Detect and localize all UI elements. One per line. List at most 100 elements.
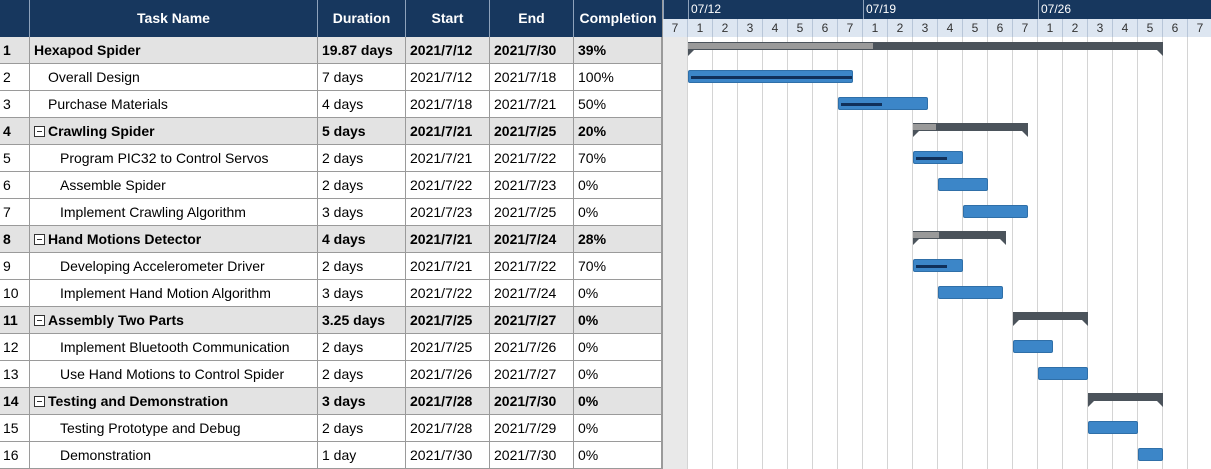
- header-start[interactable]: Start: [406, 0, 490, 37]
- task-bar[interactable]: [1038, 367, 1088, 380]
- task-name-cell[interactable]: Program PIC32 to Control Servos: [30, 145, 318, 171]
- start-cell[interactable]: 2021/7/21: [406, 226, 490, 252]
- summary-bar[interactable]: [913, 231, 1006, 245]
- completion-cell[interactable]: 70%: [574, 145, 662, 171]
- table-row[interactable]: 3 Purchase Materials 4 days 2021/7/18 2021/7…: [0, 91, 662, 118]
- task-name-cell[interactable]: Developing Accelerometer Driver: [30, 253, 318, 279]
- duration-cell[interactable]: 2 days: [318, 145, 406, 171]
- completion-cell[interactable]: 0%: [574, 172, 662, 198]
- task-name-cell[interactable]: Demonstration: [30, 442, 318, 468]
- end-cell[interactable]: 2021/7/27: [490, 307, 574, 333]
- task-bar[interactable]: [838, 97, 928, 110]
- start-cell[interactable]: 2021/7/26: [406, 361, 490, 387]
- start-cell[interactable]: 2021/7/28: [406, 415, 490, 441]
- start-cell[interactable]: 2021/7/21: [406, 253, 490, 279]
- completion-cell[interactable]: 39%: [574, 37, 662, 63]
- table-row[interactable]: 8 Hand Motions Detector 4 days 2021/7/21 202…: [0, 226, 662, 253]
- start-cell[interactable]: 2021/7/22: [406, 172, 490, 198]
- start-cell[interactable]: 2021/7/21: [406, 145, 490, 171]
- task-name-cell[interactable]: Testing and Demonstration: [30, 388, 318, 414]
- start-cell[interactable]: 2021/7/28: [406, 388, 490, 414]
- end-cell[interactable]: 2021/7/25: [490, 118, 574, 144]
- start-cell[interactable]: 2021/7/23: [406, 199, 490, 225]
- completion-cell[interactable]: 0%: [574, 415, 662, 441]
- table-row[interactable]: 11 Assembly Two Parts 3.25 days 2021/7/25 20…: [0, 307, 662, 334]
- completion-cell[interactable]: 20%: [574, 118, 662, 144]
- task-bar[interactable]: [688, 70, 853, 83]
- task-name-cell[interactable]: Use Hand Motions to Control Spider: [30, 361, 318, 387]
- table-row[interactable]: 7 Implement Crawling Algorithm 3 days 2021/…: [0, 199, 662, 226]
- duration-cell[interactable]: 2 days: [318, 334, 406, 360]
- duration-cell[interactable]: 1 day: [318, 442, 406, 468]
- task-bar[interactable]: [913, 151, 963, 164]
- end-cell[interactable]: 2021/7/22: [490, 253, 574, 279]
- table-row[interactable]: 16 Demonstration 1 day 2021/7/30 2021/7/30 0%: [0, 442, 662, 469]
- end-cell[interactable]: 2021/7/27: [490, 361, 574, 387]
- task-name-cell[interactable]: Implement Hand Motion Algorithm: [30, 280, 318, 306]
- header-row-number[interactable]: [0, 0, 30, 37]
- task-name-cell[interactable]: Crawling Spider: [30, 118, 318, 144]
- start-cell[interactable]: 2021/7/21: [406, 118, 490, 144]
- collapse-icon[interactable]: [34, 315, 45, 326]
- completion-cell[interactable]: 0%: [574, 334, 662, 360]
- end-cell[interactable]: 2021/7/26: [490, 334, 574, 360]
- end-cell[interactable]: 2021/7/22: [490, 145, 574, 171]
- summary-bar[interactable]: [1013, 312, 1088, 326]
- start-cell[interactable]: 2021/7/25: [406, 334, 490, 360]
- task-name-cell[interactable]: Hand Motions Detector: [30, 226, 318, 252]
- table-row[interactable]: 6 Assemble Spider 2 days 2021/7/22 2021/7/23…: [0, 172, 662, 199]
- table-row[interactable]: 5 Program PIC32 to Control Servos 2 days 20…: [0, 145, 662, 172]
- end-cell[interactable]: 2021/7/30: [490, 37, 574, 63]
- completion-cell[interactable]: 50%: [574, 91, 662, 117]
- duration-cell[interactable]: 3.25 days: [318, 307, 406, 333]
- duration-cell[interactable]: 3 days: [318, 199, 406, 225]
- task-name-cell[interactable]: Assemble Spider: [30, 172, 318, 198]
- start-cell[interactable]: 2021/7/25: [406, 307, 490, 333]
- duration-cell[interactable]: 2 days: [318, 415, 406, 441]
- table-row[interactable]: 14 Testing and Demonstration 3 days 2021/7/…: [0, 388, 662, 415]
- task-name-cell[interactable]: Hexapod Spider: [30, 37, 318, 63]
- task-bar[interactable]: [938, 286, 1003, 299]
- duration-cell[interactable]: 7 days: [318, 64, 406, 90]
- task-bar[interactable]: [1013, 340, 1053, 353]
- end-cell[interactable]: 2021/7/21: [490, 91, 574, 117]
- duration-cell[interactable]: 3 days: [318, 280, 406, 306]
- end-cell[interactable]: 2021/7/23: [490, 172, 574, 198]
- duration-cell[interactable]: 5 days: [318, 118, 406, 144]
- duration-cell[interactable]: 2 days: [318, 253, 406, 279]
- duration-cell[interactable]: 19.87 days: [318, 37, 406, 63]
- task-name-cell[interactable]: Implement Crawling Algorithm: [30, 199, 318, 225]
- end-cell[interactable]: 2021/7/24: [490, 226, 574, 252]
- completion-cell[interactable]: 0%: [574, 442, 662, 468]
- table-row[interactable]: 15 Testing Prototype and Debug 2 days 2021/…: [0, 415, 662, 442]
- duration-cell[interactable]: 3 days: [318, 388, 406, 414]
- end-cell[interactable]: 2021/7/24: [490, 280, 574, 306]
- duration-cell[interactable]: 2 days: [318, 172, 406, 198]
- table-row[interactable]: 1 Hexapod Spider 19.87 days 2021/7/12 2021/7…: [0, 37, 662, 64]
- completion-cell[interactable]: 0%: [574, 388, 662, 414]
- start-cell[interactable]: 2021/7/30: [406, 442, 490, 468]
- collapse-icon[interactable]: [34, 396, 45, 407]
- header-task-name[interactable]: Task Name: [30, 0, 318, 37]
- task-bar[interactable]: [1088, 421, 1138, 434]
- start-cell[interactable]: 2021/7/12: [406, 64, 490, 90]
- start-cell[interactable]: 2021/7/22: [406, 280, 490, 306]
- table-row[interactable]: 10 Implement Hand Motion Algorithm 3 days 2…: [0, 280, 662, 307]
- task-bar[interactable]: [963, 205, 1028, 218]
- task-bar[interactable]: [938, 178, 988, 191]
- completion-cell[interactable]: 70%: [574, 253, 662, 279]
- task-name-cell[interactable]: Overall Design: [30, 64, 318, 90]
- summary-bar[interactable]: [688, 42, 1163, 56]
- completion-cell[interactable]: 0%: [574, 307, 662, 333]
- end-cell[interactable]: 2021/7/30: [490, 388, 574, 414]
- task-name-cell[interactable]: Assembly Two Parts: [30, 307, 318, 333]
- collapse-icon[interactable]: [34, 126, 45, 137]
- task-name-cell[interactable]: Implement Bluetooth Communication: [30, 334, 318, 360]
- duration-cell[interactable]: 2 days: [318, 361, 406, 387]
- end-cell[interactable]: 2021/7/25: [490, 199, 574, 225]
- task-bar[interactable]: [1138, 448, 1163, 461]
- completion-cell[interactable]: 0%: [574, 280, 662, 306]
- task-name-cell[interactable]: Purchase Materials: [30, 91, 318, 117]
- end-cell[interactable]: 2021/7/29: [490, 415, 574, 441]
- duration-cell[interactable]: 4 days: [318, 91, 406, 117]
